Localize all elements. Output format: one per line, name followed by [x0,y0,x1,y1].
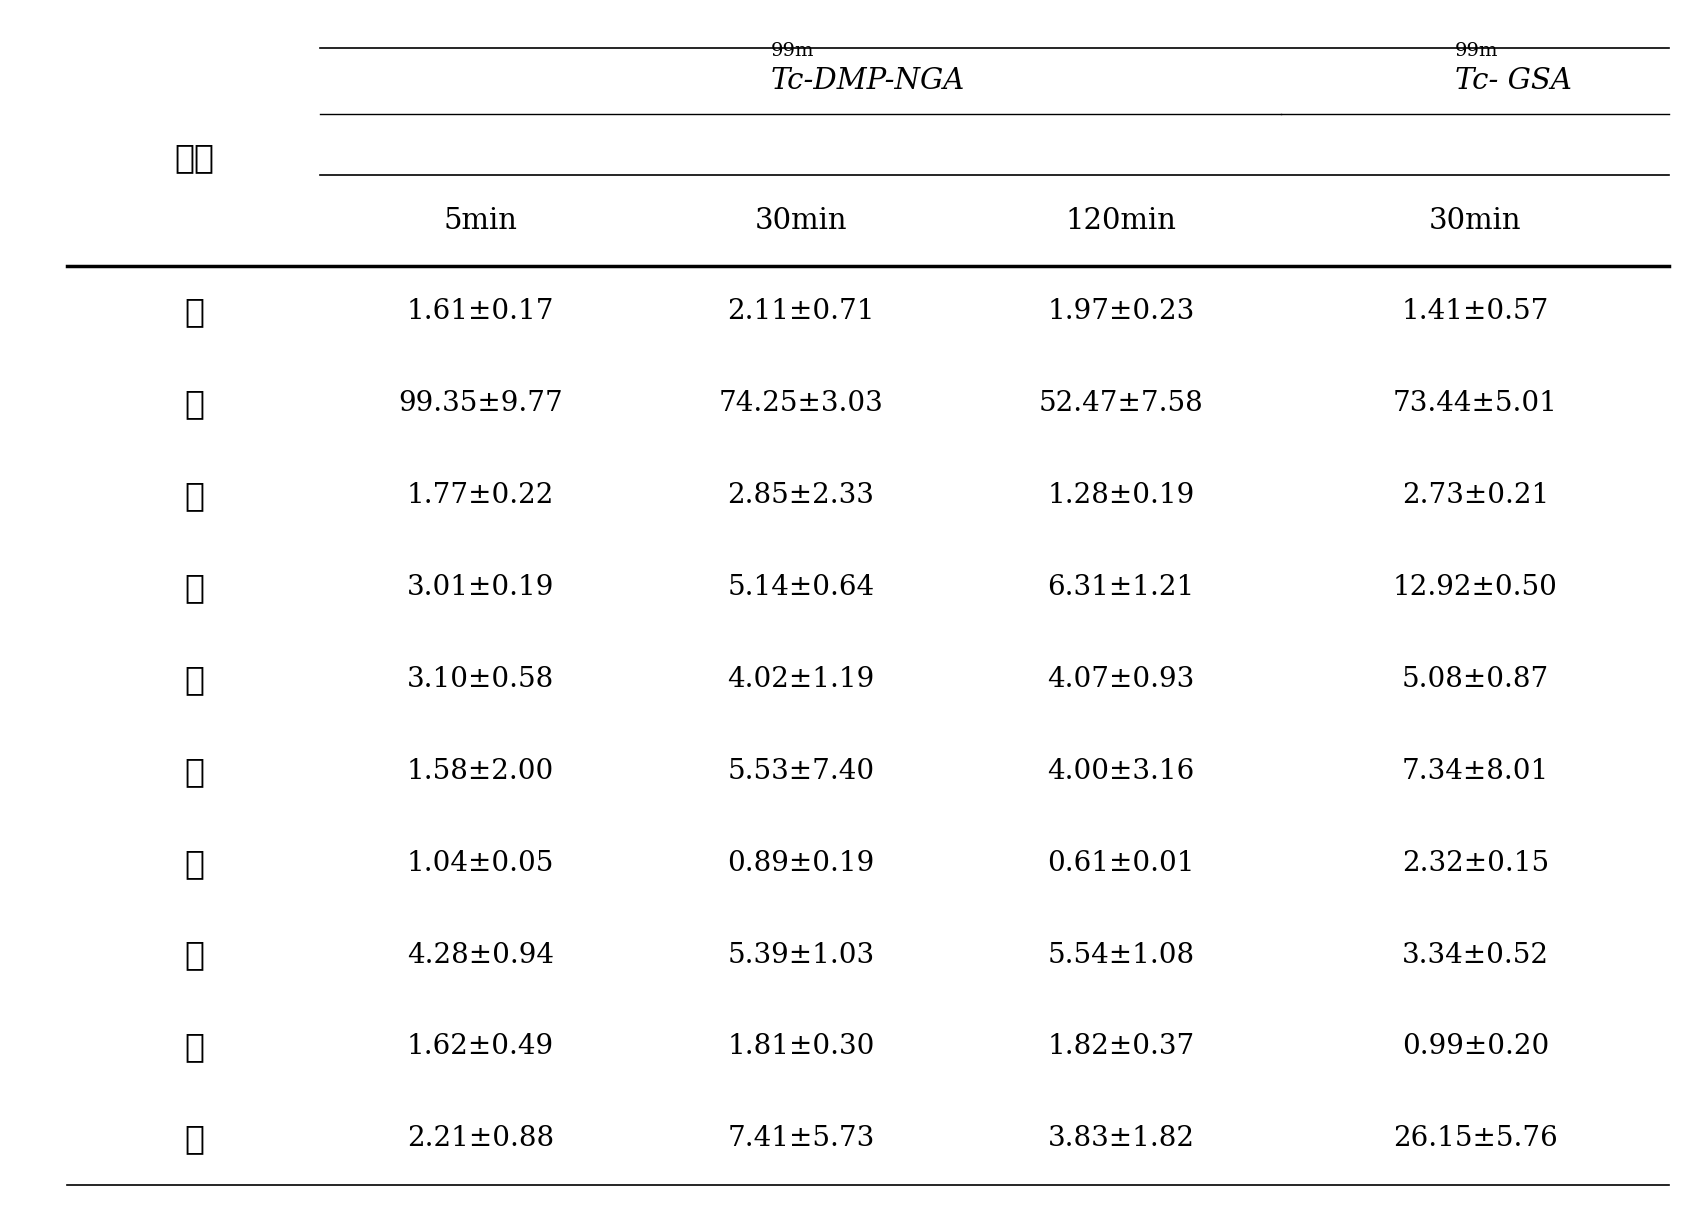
Text: 6.31±1.21: 6.31±1.21 [1047,574,1195,601]
Text: 1.81±0.30: 1.81±0.30 [727,1034,875,1060]
Text: 心: 心 [184,295,204,329]
Text: 4.00±3.16: 4.00±3.16 [1047,758,1195,785]
Text: 5.53±7.40: 5.53±7.40 [727,758,875,785]
Text: 肌: 肌 [184,1030,204,1064]
Text: 0.99±0.20: 0.99±0.20 [1401,1034,1549,1060]
Text: 3.83±1.82: 3.83±1.82 [1047,1126,1195,1152]
Text: 52.47±7.58: 52.47±7.58 [1039,391,1204,417]
Text: 1.28±0.19: 1.28±0.19 [1047,482,1195,509]
Text: 26.15±5.76: 26.15±5.76 [1393,1126,1558,1152]
Text: 脏器: 脏器 [174,140,214,174]
Text: 2.21±0.88: 2.21±0.88 [406,1126,555,1152]
Text: 肃: 肃 [184,571,204,604]
Text: 12.92±0.50: 12.92±0.50 [1393,574,1558,601]
Text: 5.54±1.08: 5.54±1.08 [1047,942,1195,968]
Text: 0.61±0.01: 0.61±0.01 [1047,850,1195,877]
Text: 1.82±0.37: 1.82±0.37 [1047,1034,1195,1060]
Text: 3.10±0.58: 3.10±0.58 [406,666,555,693]
Text: 1.41±0.57: 1.41±0.57 [1401,299,1549,325]
Text: 1.61±0.17: 1.61±0.17 [406,299,555,325]
Text: 3.34±0.52: 3.34±0.52 [1401,942,1549,968]
Text: 99m: 99m [771,42,814,60]
Text: 5min: 5min [443,207,518,235]
Text: 3.01±0.19: 3.01±0.19 [406,574,555,601]
Text: 胃: 胃 [184,754,204,788]
Text: 99m: 99m [1455,42,1499,60]
Text: 0.89±0.19: 0.89±0.19 [727,850,875,877]
Text: 1.58±2.00: 1.58±2.00 [406,758,555,785]
Text: 5.14±0.64: 5.14±0.64 [727,574,875,601]
Text: 74.25±3.03: 74.25±3.03 [718,391,883,417]
Text: 4.02±1.19: 4.02±1.19 [727,666,875,693]
Text: 99.35±9.77: 99.35±9.77 [398,391,563,417]
Text: 5.39±1.03: 5.39±1.03 [727,942,875,968]
Text: 1.04±0.05: 1.04±0.05 [406,850,555,877]
Text: 7.34±8.01: 7.34±8.01 [1401,758,1549,785]
Text: 肠: 肠 [184,1122,204,1156]
Text: Tc- GSA: Tc- GSA [1455,68,1571,96]
Text: 7.41±5.73: 7.41±5.73 [727,1126,875,1152]
Text: 2.32±0.15: 2.32±0.15 [1401,850,1549,877]
Text: 73.44±5.01: 73.44±5.01 [1393,391,1558,417]
Text: 30min: 30min [1430,207,1521,235]
Text: 1.77±0.22: 1.77±0.22 [406,482,555,509]
Text: 4.07±0.93: 4.07±0.93 [1047,666,1195,693]
Text: Tc-DMP-NGA: Tc-DMP-NGA [771,68,964,96]
Text: 2.11±0.71: 2.11±0.71 [727,299,875,325]
Text: 肝: 肝 [184,387,204,421]
Text: 骨: 骨 [184,938,204,972]
Text: 1.97±0.23: 1.97±0.23 [1047,299,1195,325]
Text: 血: 血 [184,846,204,880]
Text: 2.85±2.33: 2.85±2.33 [727,482,875,509]
Text: 5.08±0.87: 5.08±0.87 [1401,666,1549,693]
Text: 30min: 30min [755,207,846,235]
Text: 120min: 120min [1066,207,1177,235]
Text: 脾: 脾 [184,663,204,696]
Text: 1.62±0.49: 1.62±0.49 [406,1034,555,1060]
Text: 肺: 肺 [184,479,204,513]
Text: 2.73±0.21: 2.73±0.21 [1401,482,1549,509]
Text: 4.28±0.94: 4.28±0.94 [406,942,555,968]
